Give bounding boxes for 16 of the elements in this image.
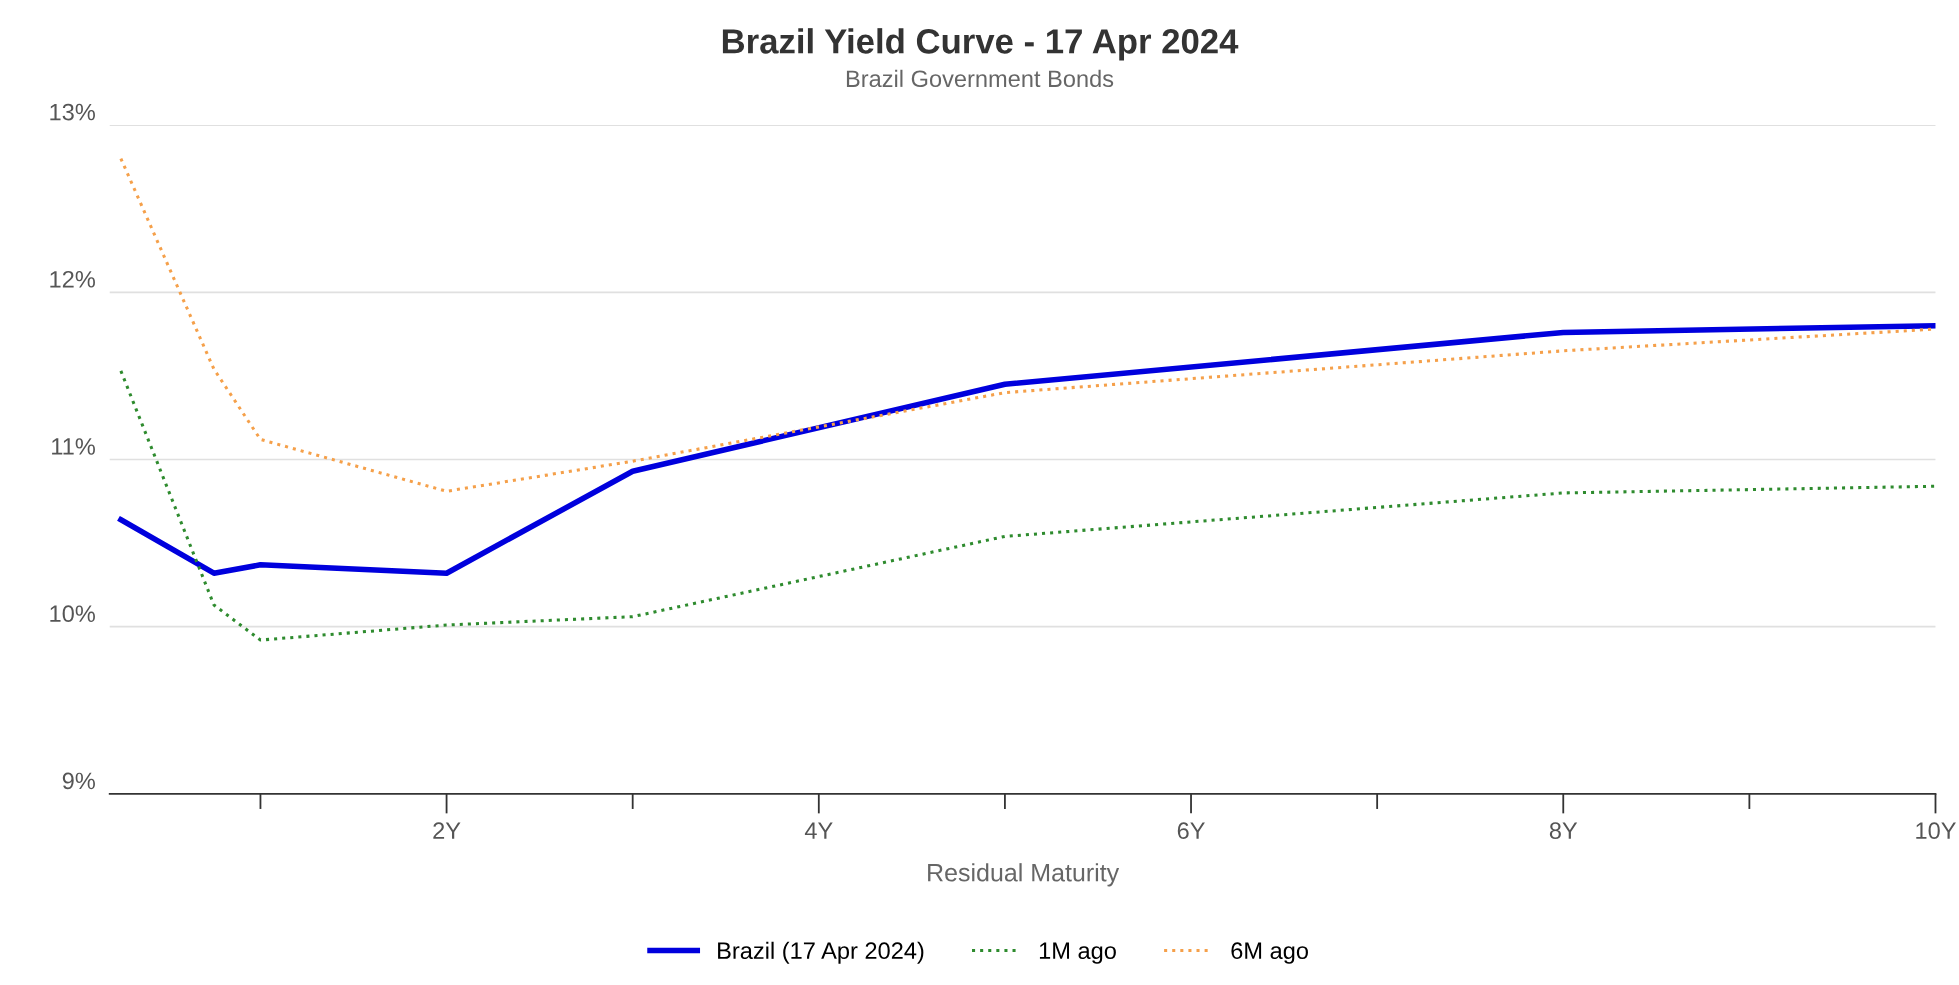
legend-label: 6M ago — [1231, 942, 1308, 964]
y-tick-label: 9% — [62, 772, 95, 790]
x-axis-title: Residual Maturity — [928, 863, 1120, 887]
x-tick-label: 8Y — [1549, 822, 1578, 840]
x-tick-label: 10Y — [1916, 822, 1956, 840]
x-tick-label: 4Y — [804, 822, 833, 839]
legend-label: 1M ago — [1039, 942, 1116, 964]
y-tick-label: 11% — [52, 438, 95, 455]
x-tick-label: 2Y — [433, 822, 461, 839]
y-tick-label: 12% — [50, 270, 95, 288]
legend-label: Brazil (17 Apr 2024) — [718, 941, 924, 964]
y-tick-label: 13% — [50, 103, 95, 121]
chart-subtitle: Brazil Government Bonds — [846, 69, 1114, 88]
y-tick-label: 10% — [50, 605, 95, 623]
chart-title: Brazil Yield Curve - 17 Apr 2024 — [722, 28, 1239, 61]
x-tick-label: 6Y — [1177, 822, 1205, 840]
